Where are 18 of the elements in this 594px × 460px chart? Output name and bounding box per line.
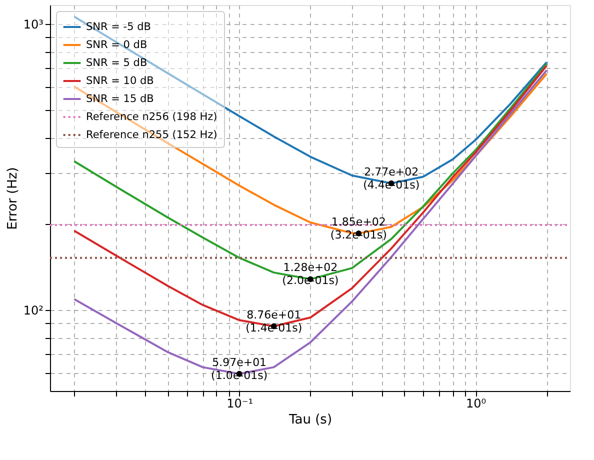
annotation: 2.77e+02 (4.4e-01s) [363,165,420,192]
y-tick-label: 10² [23,303,44,318]
legend-label: SNR = 5 dB [86,57,148,69]
y-axis-title: Error (Hz) [5,167,20,230]
legend-label: SNR = 0 dB [86,39,148,51]
x-tick-label: 10⁰ [466,396,486,410]
y-tick-label: 10³ [23,17,44,32]
x-axis-title: Tau (s) [288,412,332,428]
annotation: 8.76e+01 (1.4e-01s) [246,308,302,334]
legend-label: Reference n255 (152 Hz) [86,129,218,141]
annotation: 1.28e+02 (2.0e-01s) [282,261,339,288]
legend-label: SNR = 10 dB [86,75,154,87]
annotation: 5.97e+01 (1.0e-01s) [211,356,268,382]
annotation: 1.85e+02 (3.2e-01s) [330,215,387,242]
x-tick-label: 10⁻¹ [226,396,254,410]
legend-label: SNR = -5 dB [86,21,151,33]
legend-label: Reference n256 (198 Hz) [86,111,218,123]
legend-label: SNR = 15 dB [86,93,154,105]
